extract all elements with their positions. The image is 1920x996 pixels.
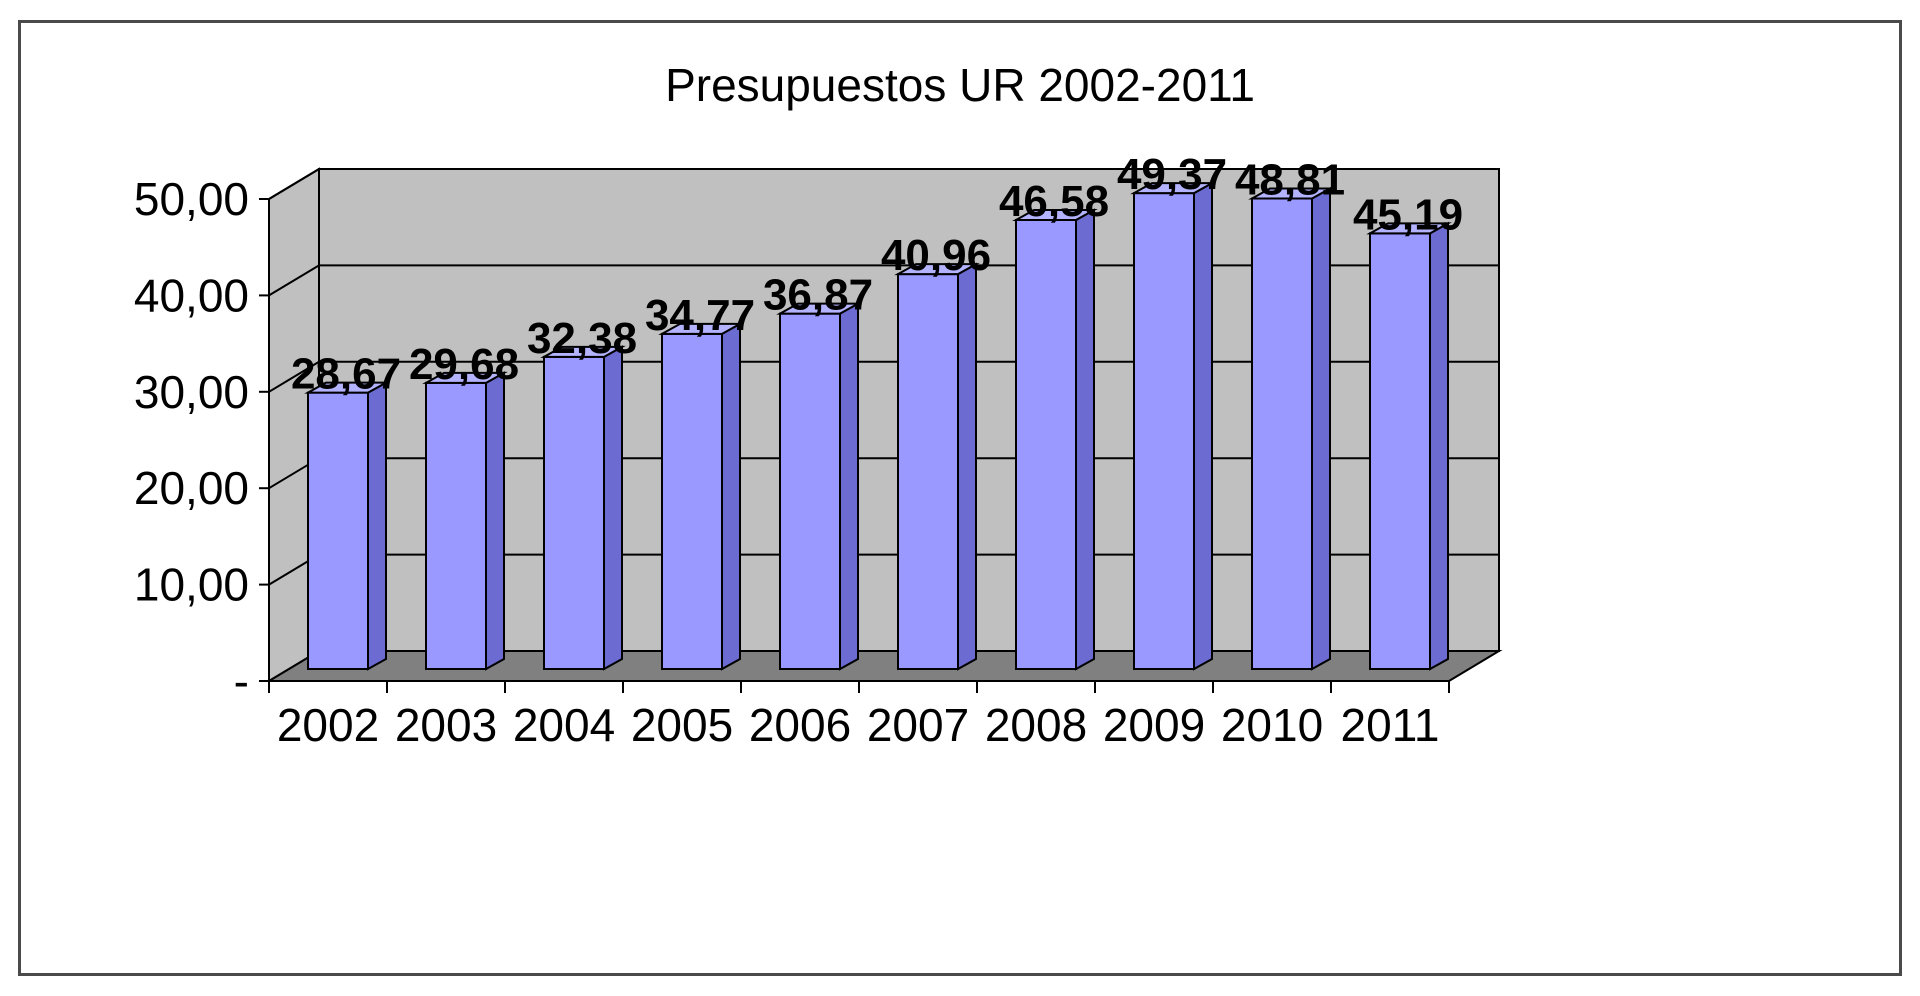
bars: [304, 181, 1452, 671]
axes: - 10,00 20,00 30,00 40,00 50,00 2002 2003 2004 20…: [134, 173, 1450, 751]
bar-top: [1248, 187, 1334, 200]
bar-front: [1369, 232, 1431, 670]
bar-side: [1311, 186, 1331, 671]
bar-top: [658, 322, 744, 335]
bar-top: [1012, 208, 1098, 221]
gridline: [268, 360, 1499, 393]
bar-front: [897, 273, 959, 670]
x-tick-label: 2006: [749, 699, 851, 751]
data-label: 48,81: [1235, 155, 1345, 204]
x-tick-label: 2009: [1103, 699, 1205, 751]
bar: [1130, 181, 1216, 671]
data-label: 49,37: [1117, 150, 1227, 199]
bar-side: [1429, 221, 1449, 671]
bar-side: [839, 301, 859, 671]
y-tick-label: 40,00: [134, 269, 249, 321]
bar-side: [367, 380, 387, 671]
y-tick-label: 30,00: [134, 366, 249, 418]
data-label: 46,58: [999, 177, 1109, 226]
x-tick-label: 2008: [985, 699, 1087, 751]
y-tick-label: -: [234, 655, 249, 707]
data-label: 29,68: [409, 340, 519, 389]
bar-front: [1251, 197, 1313, 670]
data-label: 40,96: [881, 231, 991, 280]
y-tick-label: 20,00: [134, 462, 249, 514]
x-tick-label: 2004: [513, 699, 615, 751]
bar-front: [779, 312, 841, 670]
bar: [1366, 221, 1452, 671]
x-tick-label: 2003: [395, 699, 497, 751]
chart-svg: - 10,00 20,00 30,00 40,00 50,00 2002 2003 2004 20…: [134, 59, 1503, 751]
bar-front: [661, 332, 723, 670]
y-tick-label: 50,00: [134, 173, 249, 225]
bar-front: [1133, 192, 1195, 670]
bar-front: [307, 391, 369, 670]
bar: [304, 380, 390, 671]
gridline: [268, 168, 1499, 200]
bar-side: [1193, 181, 1213, 671]
data-label: 36,87: [763, 271, 873, 320]
data-label: 34,77: [645, 291, 755, 340]
x-tick-label: 2011: [1341, 699, 1440, 751]
bar-top: [894, 263, 980, 276]
bar: [1012, 208, 1098, 671]
bar-side: [957, 262, 977, 671]
bar-top: [540, 345, 626, 358]
data-label: 45,19: [1353, 190, 1463, 239]
bar-side: [721, 322, 741, 671]
chart-frame: - 10,00 20,00 30,00 40,00 50,00 2002 2003 2004 20…: [18, 20, 1902, 976]
y-tick-label: 10,00: [134, 559, 249, 611]
bar-top: [1366, 222, 1452, 235]
bar: [1248, 186, 1334, 671]
x-tick-label: 2010: [1221, 699, 1323, 751]
bar-front: [543, 355, 605, 670]
gridline: [268, 264, 1499, 297]
bar: [422, 371, 508, 671]
x-tick-label: 2005: [631, 699, 733, 751]
bar-side: [603, 345, 623, 671]
bar: [894, 262, 980, 671]
x-tick-label: 2007: [867, 699, 969, 751]
bar-top: [422, 371, 508, 384]
bar-top: [776, 302, 862, 315]
bar-top: [1130, 182, 1216, 195]
bar-side: [485, 371, 505, 671]
data-label: 28,67: [291, 350, 401, 399]
bar: [540, 345, 626, 671]
chart-title: Presupuestos UR 2002-2011: [665, 59, 1255, 111]
bar-side: [1075, 208, 1095, 671]
bar-front: [425, 381, 487, 670]
bar-front: [1015, 218, 1077, 670]
bar-top: [304, 381, 390, 394]
data-label: 32,38: [527, 314, 637, 363]
bar: [658, 322, 744, 671]
bar: [776, 301, 862, 671]
x-tick-label: 2002: [277, 699, 379, 751]
